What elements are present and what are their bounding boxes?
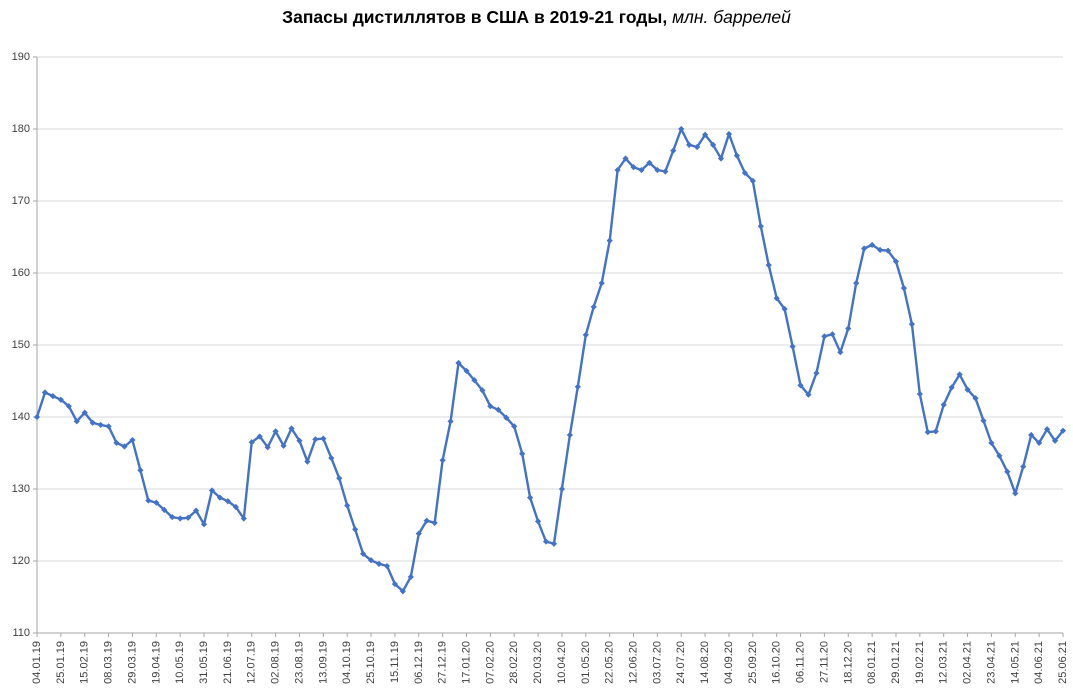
x-axis-label-25.10.19: 25.10.19 [365,641,377,684]
x-axis-label-20.03.20: 20.03.20 [532,641,544,684]
x-axis-label-04.10.19: 04.10.19 [341,641,353,684]
y-axis-label-190: 190 [12,51,30,63]
chart-title-unit: млн. баррелей [667,7,791,27]
x-axis-label-15.11.19: 15.11.19 [389,641,401,683]
x-axis-label-28.02.20: 28.02.20 [508,641,520,684]
x-axis-label-06.12.19: 06.12.19 [413,641,425,684]
x-axis-label-21.06.19: 21.06.19 [222,641,234,684]
x-axis-label-13.09.19: 13.09.19 [317,641,329,684]
chart-title-main: Запасы дистиллятов в США в 2019-21 годы, [282,7,668,27]
x-axis-label-14.08.20: 14.08.20 [699,641,711,684]
x-axis-label-25.09.20: 25.09.20 [747,641,759,684]
data-series-markers [33,125,1067,595]
x-axis-label-16.10.20: 16.10.20 [771,641,783,684]
x-axis-label-25.01.19: 25.01.19 [55,641,67,684]
x-axis-label-14.05.21: 14.05.21 [1009,641,1021,684]
x-axis-label-10.04.20: 10.04.20 [556,641,568,684]
x-axis-label-12.03.21: 12.03.21 [938,641,950,684]
x-axis-label-19.02.21: 19.02.21 [914,641,926,684]
x-axis-label-23.04.21: 23.04.21 [985,641,997,684]
x-axis-label-24.07.20: 24.07.20 [675,641,687,684]
x-axis-label-25.06.21: 25.06.21 [1057,641,1069,684]
x-axis-label-27.11.20: 27.11.20 [818,641,830,683]
x-axis-label-31.05.19: 31.05.19 [198,641,210,684]
y-axis-label-170: 170 [12,195,30,207]
x-axis-label-29.03.19: 29.03.19 [126,641,138,684]
y-axis-label-120: 120 [12,555,30,567]
x-axis-label-04.01.19: 04.01.19 [31,641,43,684]
data-series-line [35,127,1065,593]
y-axis-label-150: 150 [12,339,30,351]
x-axis-label-01.05.20: 01.05.20 [580,641,592,684]
x-axis-label-12.06.20: 12.06.20 [628,641,640,684]
y-axis-label-140: 140 [12,411,30,423]
x-axis-label-02.04.21: 02.04.21 [962,641,974,684]
x-axis-label-19.04.19: 19.04.19 [150,641,162,684]
x-axis-label-02.08.19: 02.08.19 [270,641,282,684]
y-axis-label-110: 110 [12,627,30,639]
x-axis-label-03.07.20: 03.07.20 [651,641,663,684]
x-axis-label-10.05.19: 10.05.19 [174,641,186,684]
x-axis-label-04.09.20: 04.09.20 [723,641,735,684]
x-axis-label-08.01.21: 08.01.21 [866,641,878,684]
x-axis-label-08.03.19: 08.03.19 [103,641,115,684]
x-axis-label-18.12.20: 18.12.20 [842,641,854,684]
chart-title: Запасы дистиллятов в США в 2019-21 годы,… [0,7,1073,28]
x-axis-label-12.07.19: 12.07.19 [246,641,258,684]
y-axis-label-180: 180 [12,123,30,135]
x-axis-label-22.05.20: 22.05.20 [604,641,616,684]
x-axis-label-17.01.20: 17.01.20 [460,641,472,684]
y-axis-label-160: 160 [12,267,30,279]
x-axis-label-15.02.19: 15.02.19 [79,641,91,684]
x-axis-label-04.06.21: 04.06.21 [1033,641,1045,684]
x-axis-label-29.01.21: 29.01.21 [890,641,902,684]
x-axis-label-06.11.20: 06.11.20 [795,641,807,683]
y-axis-label-130: 130 [12,483,30,495]
x-axis-label-23.08.19: 23.08.19 [293,641,305,684]
x-axis-label-27.12.19: 27.12.19 [437,641,449,684]
x-axis-label-07.02.20: 07.02.20 [484,641,496,684]
